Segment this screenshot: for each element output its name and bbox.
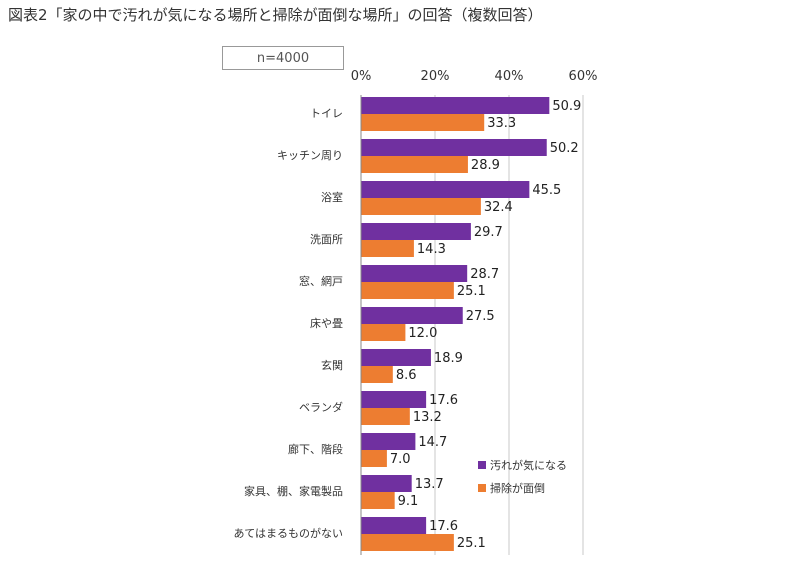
category-label: あてはまるものがない	[233, 526, 343, 540]
category-label: 家具、棚、家電製品	[244, 484, 343, 498]
data-label: 13.2	[413, 410, 442, 425]
category-label: 廊下、階段	[288, 442, 343, 456]
bar-dirty	[361, 265, 468, 282]
bar-troublesome	[361, 450, 387, 467]
bar-troublesome	[361, 282, 454, 299]
legend-swatch	[478, 484, 486, 492]
bar-troublesome	[361, 366, 393, 383]
data-label: 7.0	[390, 452, 411, 467]
bar-dirty	[361, 349, 431, 366]
category-label: 床や畳	[310, 316, 343, 330]
data-label: 33.3	[487, 116, 516, 131]
data-label: 25.1	[457, 284, 486, 299]
x-tick-label: 40%	[495, 69, 524, 84]
bar-dirty	[361, 307, 463, 324]
data-label: 50.9	[552, 99, 581, 114]
x-tick-label: 60%	[569, 69, 598, 84]
bar-dirty	[361, 391, 427, 408]
bar-troublesome	[361, 114, 485, 131]
bar-troublesome	[361, 198, 481, 215]
chart-title: 図表2「家の中で汚れが気になる場所と掃除が面倒な場所」の回答（複数回答）	[8, 6, 543, 24]
data-label: 28.7	[470, 267, 499, 282]
bar-dirty	[361, 475, 412, 492]
data-label: 17.6	[429, 393, 458, 408]
data-label: 28.9	[471, 158, 500, 173]
data-label: 17.6	[429, 519, 458, 534]
data-label: 9.1	[398, 494, 419, 509]
x-tick-label: 20%	[421, 69, 450, 84]
legend-label: 掃除が面倒	[490, 481, 545, 495]
data-label: 12.0	[408, 326, 437, 341]
data-label: 18.9	[434, 351, 463, 366]
category-label: 玄関	[321, 358, 343, 372]
data-label: 25.1	[457, 536, 486, 551]
bar-troublesome	[361, 156, 468, 173]
bar-troublesome	[361, 324, 406, 341]
category-label: 洗面所	[310, 233, 343, 246]
bar-dirty	[361, 517, 427, 534]
data-label: 13.7	[415, 477, 444, 492]
data-label: 14.7	[418, 435, 447, 450]
data-label: 29.7	[474, 225, 503, 240]
data-label: 32.4	[484, 200, 513, 215]
bar-troublesome	[361, 408, 410, 425]
category-label: トイレ	[310, 107, 343, 120]
data-label: 27.5	[466, 309, 495, 324]
sample-size-box: n=4000	[222, 46, 344, 70]
data-label: 50.2	[550, 141, 579, 156]
bar-dirty	[361, 97, 550, 114]
category-label: 窓、網戸	[299, 274, 343, 288]
bar-dirty	[361, 181, 530, 198]
bar-troublesome	[361, 534, 454, 551]
bar-troublesome	[361, 492, 395, 509]
category-label: 浴室	[321, 190, 343, 204]
data-label: 8.6	[396, 368, 417, 383]
bar-dirty	[361, 223, 471, 240]
sample-size-label: n=4000	[256, 50, 310, 66]
category-label: ベランダ	[299, 400, 343, 414]
category-label: キッチン周り	[277, 149, 343, 162]
bar-dirty	[361, 139, 547, 156]
legend-swatch	[478, 461, 486, 469]
data-label: 45.5	[532, 183, 561, 198]
data-label: 14.3	[417, 242, 446, 257]
bar-troublesome	[361, 240, 414, 257]
legend-label: 汚れが気になる	[490, 458, 567, 472]
x-tick-label: 0%	[351, 69, 372, 84]
bar-dirty	[361, 433, 416, 450]
